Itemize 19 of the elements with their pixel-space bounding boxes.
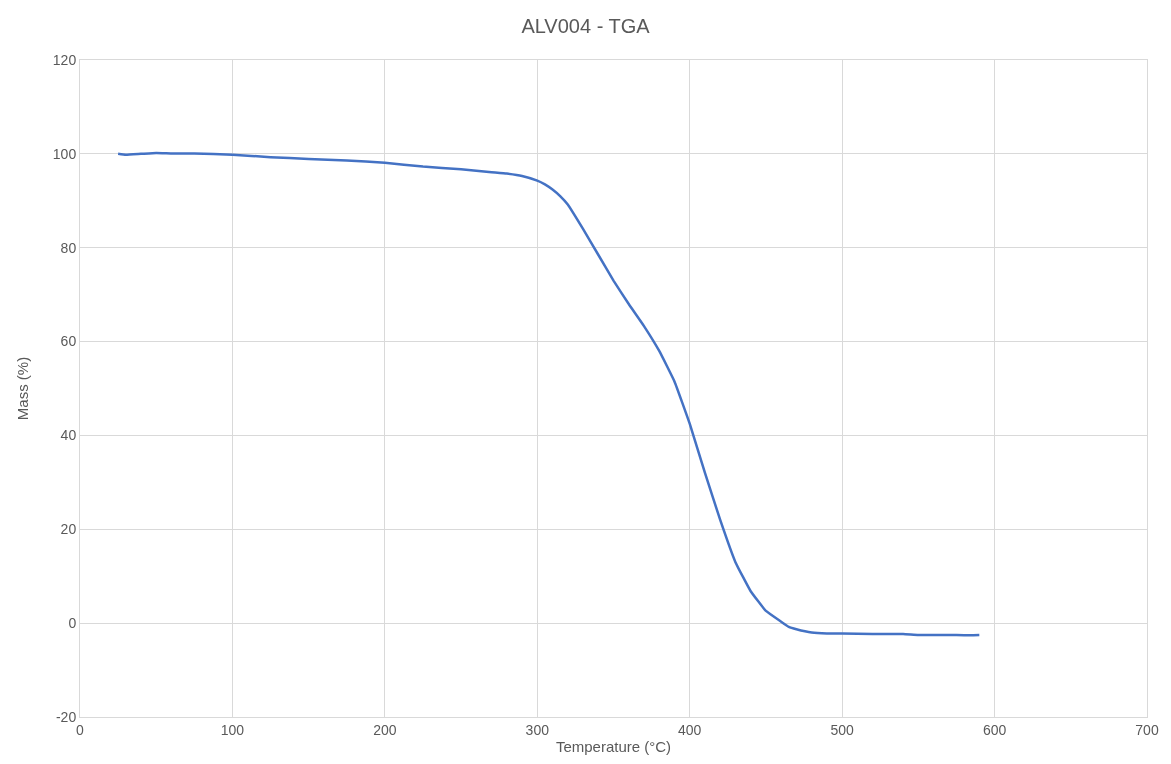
y-tick-label: 20 bbox=[60, 521, 77, 538]
x-tick-label: 200 bbox=[373, 721, 397, 738]
line-series bbox=[116, 151, 981, 637]
x-tick-label: 700 bbox=[1135, 721, 1159, 738]
y-tick-label: 40 bbox=[60, 427, 77, 444]
y-tick-label: 0 bbox=[68, 615, 77, 632]
y-tick-label: 80 bbox=[60, 239, 77, 256]
y-axis-title: Mass (%) bbox=[14, 356, 32, 421]
y-tick-label: -20 bbox=[55, 708, 77, 725]
x-tick-label: 100 bbox=[220, 721, 245, 738]
x-tick-label: 500 bbox=[830, 721, 855, 738]
y-tick-label: 60 bbox=[60, 333, 77, 350]
x-tick-label: 600 bbox=[982, 721, 1007, 738]
y-tick-label: 100 bbox=[52, 145, 77, 162]
chart-title: ALV004 - TGA bbox=[521, 15, 651, 38]
y-tick-label: 120 bbox=[52, 51, 77, 68]
x-tick-label: 300 bbox=[525, 721, 550, 738]
x-tick-label: 400 bbox=[678, 721, 702, 738]
x-axis-title: Temperature (°C) bbox=[555, 737, 672, 755]
